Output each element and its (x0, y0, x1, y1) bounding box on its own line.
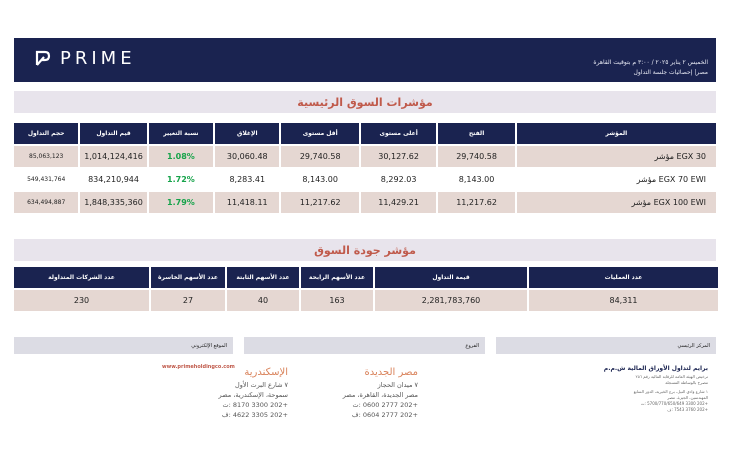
hq-label-bar: المركز الرئيسي (496, 337, 716, 354)
report-subtitle: مصر| إحصائيات جلسة التداول (633, 69, 708, 76)
brand-logo: PRIME (34, 47, 136, 69)
cell-low: 29,740.58 (281, 146, 359, 167)
branch-alexandria: الإسكندرية ٧ شارع البرت الأول سموحة، الإ… (148, 366, 288, 420)
cell-open: 29,740.58 (438, 146, 515, 167)
quality-table: عدد الشركات المتداولة عدد الأسهم الخاسرة… (12, 265, 720, 313)
cell-low: 8,143.00 (281, 169, 359, 190)
quality-title: مؤشر جودة السوق (314, 243, 416, 257)
prime-logo-icon (35, 50, 51, 66)
indices-header-row: حجم التداول قيم التداول نسبة التغيير الإ… (14, 123, 716, 144)
quality-section-bar: مؤشر جودة السوق (14, 239, 716, 261)
branch-line2: مصر الجديدة، القاهرة، مصر (342, 391, 418, 399)
company-license: ترخيص الهيئة العامة للرقابة المالية رقم … (635, 374, 708, 379)
branch-fax: +202 2777 0604 :ف (351, 411, 418, 419)
branch-line1: ٧ ميدان الحجاز (377, 381, 418, 389)
cell-high: 11,429.21 (360, 192, 437, 213)
branch-line1: ٧ شارع البرت الأول (235, 381, 288, 389)
report-date: الخميس ٢ يناير ٢٠٢٥ / ٣:٠٠ م بتوقيت القا… (593, 59, 708, 66)
header-info: الخميس ٢ يناير ٢٠٢٥ / ٣:٠٠ م بتوقيت القا… (593, 58, 708, 78)
col-open: الفتح (438, 123, 515, 144)
cell-change: 1.08% (148, 146, 214, 167)
table-row: 634,494,887 1,848,335,360 1.79% 11,418.1… (14, 192, 716, 213)
branch-city: الإسكندرية (244, 367, 288, 378)
hq-address-line1: ١ شارع وادي النيل، برج الخيرية، الدور ال… (633, 389, 708, 394)
cell-close: 11,418.11 (215, 192, 280, 213)
col-high: أعلى مستوى (360, 123, 437, 144)
company-name: برايم لتداول الأوراق المالية ش.م.م (603, 365, 708, 372)
cell-open: 11,217.62 (438, 192, 515, 213)
cell-volume: 85,063,123 (14, 146, 79, 167)
report-header (14, 38, 716, 82)
cell-volume: 634,494,887 (14, 192, 79, 213)
branch-phone: +202 3300 8170 :ت (222, 401, 288, 409)
cell-change: 1.72% (148, 169, 214, 190)
cell-volume: 549,431,764 (14, 169, 79, 190)
branch-city: مصر الجديدة (364, 367, 418, 378)
col-change: نسبة التغيير (148, 123, 214, 144)
col-volume: حجم التداول (14, 123, 79, 144)
table-row: 230 27 40 163 2,281,783,760 84,311 (14, 290, 718, 311)
cell-high: 30,127.62 (360, 146, 437, 167)
website-label-bar: الموقع الإلكتروني (14, 337, 233, 354)
website-label: الموقع الإلكتروني (191, 342, 227, 349)
col-index: المؤشر (516, 123, 716, 144)
cell-gainers: 163 (301, 290, 373, 311)
branch-phone: +202 2777 0600 :ت (352, 401, 418, 409)
cell-trade-value: 2,281,783,760 (375, 290, 527, 311)
cell-index-name: مؤشر EGX 70 EWI (516, 169, 716, 190)
branches-label-bar: الفروع (244, 337, 485, 354)
indices-section-bar: مؤشرات السوق الرئيسية (14, 91, 716, 113)
hq-label: المركز الرئيسي (677, 342, 711, 349)
cell-change: 1.79% (148, 192, 214, 213)
cell-low: 11,217.62 (281, 192, 359, 213)
table-row: 549,431,764 834,210,944 1.72% 8,283.41 8… (14, 169, 716, 190)
col-gainers: عدد الأسهم الرابحة (301, 267, 373, 288)
cell-open: 8,143.00 (438, 169, 515, 190)
brand-name: PRIME (60, 47, 136, 69)
col-close: الإغلاق (215, 123, 280, 144)
company-registration: مصرح بالوساطة المسجلة (665, 380, 708, 385)
quality-header-row: عدد الشركات المتداولة عدد الأسهم الخاسرة… (14, 267, 718, 288)
cell-traded-companies: 230 (14, 290, 149, 311)
cell-value: 1,014,124,416 (80, 146, 147, 167)
cell-close: 30,060.48 (215, 146, 280, 167)
indices-title: مؤشرات السوق الرئيسية (297, 95, 433, 109)
col-value: قيم التداول (80, 123, 147, 144)
col-trade-value: قيمة التداول (375, 267, 527, 288)
col-traded-companies: عدد الشركات المتداولة (14, 267, 149, 288)
hq-fax: +202 3760 7543 :ف (667, 407, 708, 412)
cell-value: 834,210,944 (80, 169, 147, 190)
cell-unchanged: 40 (227, 290, 299, 311)
indices-table: حجم التداول قيم التداول نسبة التغيير الإ… (12, 121, 718, 215)
cell-close: 8,283.41 (215, 169, 280, 190)
cell-value: 1,848,335,360 (80, 192, 147, 213)
col-unchanged: عدد الأسهم الثابتة (227, 267, 299, 288)
cell-transactions: 84,311 (529, 290, 718, 311)
hq-address-line2: المهندسين، الجيزة، مصر (667, 395, 708, 400)
branch-fax: +202 3305 4622 :ف (221, 411, 288, 419)
cell-index-name: مؤشر EGX 30 (516, 146, 716, 167)
col-losers: عدد الأسهم الخاسرة (151, 267, 225, 288)
table-row: 85,063,123 1,014,124,416 1.08% 30,060.48… (14, 146, 716, 167)
cell-high: 8,292.03 (360, 169, 437, 190)
branch-line2: سموحة، الإسكندرية، مصر (218, 391, 288, 399)
hq-address: برايم لتداول الأوراق المالية ش.م.م ترخيص… (508, 364, 708, 413)
cell-losers: 27 (151, 290, 225, 311)
branches-label: الفروع (465, 342, 479, 349)
hq-phone: +202 3300 5700/770/650/649 :ت (640, 401, 708, 406)
col-low: أقل مستوى (281, 123, 359, 144)
website-link[interactable]: www.primeholdingco.com (162, 364, 235, 370)
col-transactions: عدد العمليات (529, 267, 718, 288)
branch-heliopolis: مصر الجديدة ٧ ميدان الحجاز مصر الجديدة، … (278, 366, 418, 420)
cell-index-name: مؤشر EGX 100 EWI (516, 192, 716, 213)
